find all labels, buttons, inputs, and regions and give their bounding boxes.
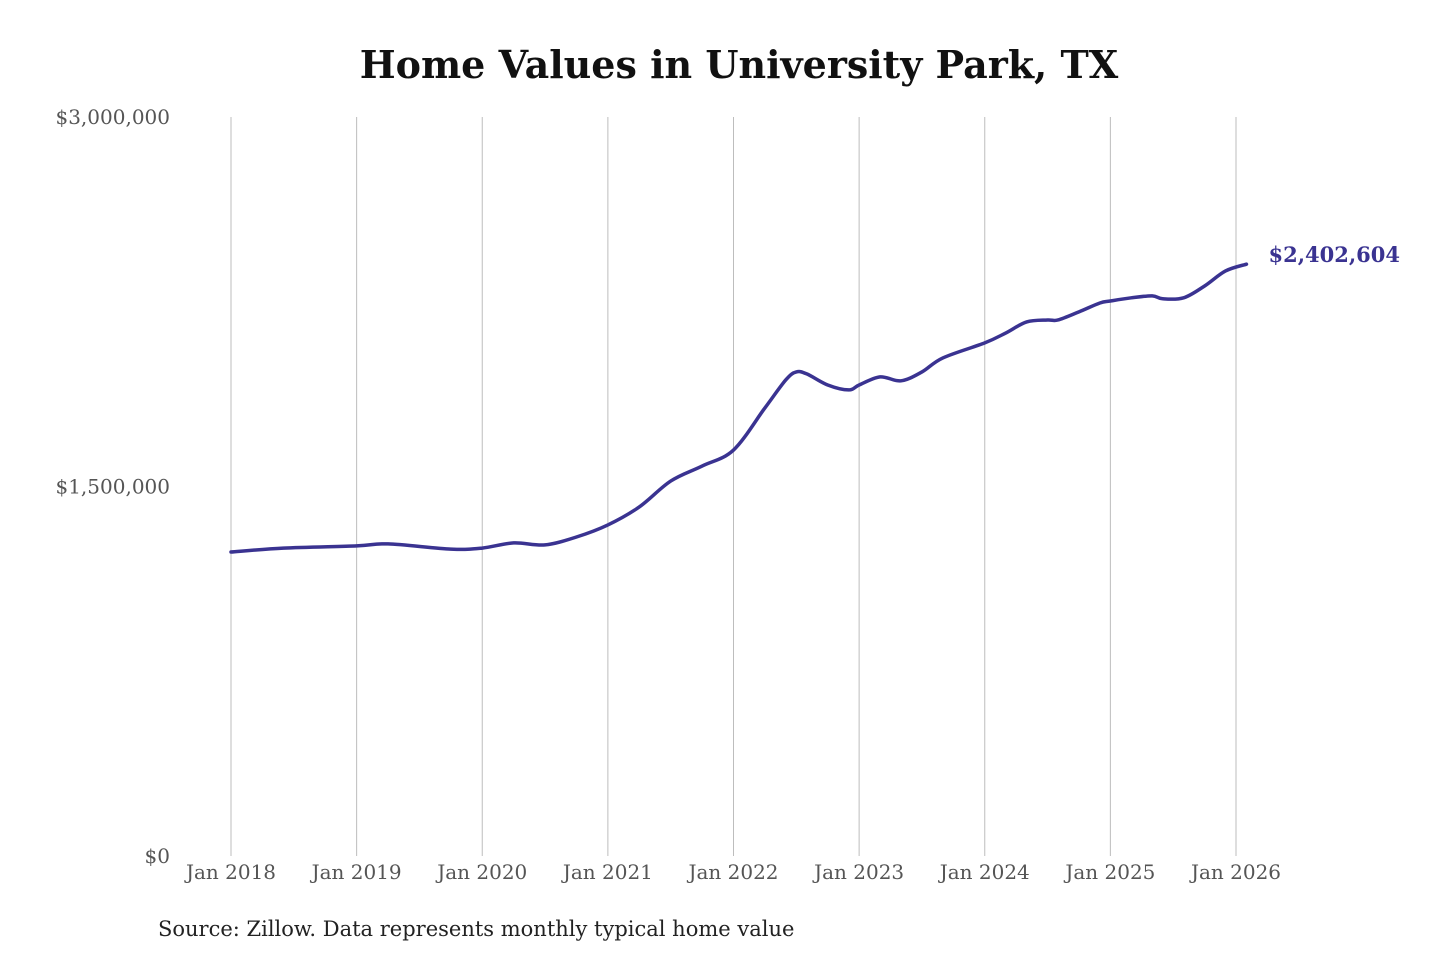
series-line [229, 262, 1249, 554]
source-note: Source: Zillow. Data represents monthly … [158, 917, 795, 941]
x-tick-label: Jan 2026 [1189, 860, 1281, 884]
y-tick-label: $1,500,000 [55, 475, 170, 499]
chart-title: Home Values in University Park, TX [359, 42, 1119, 87]
x-tick-label: Jan 2020 [435, 860, 527, 884]
x-tick-label: Jan 2024 [938, 860, 1030, 884]
x-tick-label: Jan 2021 [561, 860, 653, 884]
x-tick-label: Jan 2019 [310, 860, 402, 884]
x-tick-label: Jan 2023 [812, 860, 904, 884]
x-tick-label: Jan 2018 [184, 860, 276, 884]
end-value-label: $2,402,604 [1268, 242, 1400, 267]
x-tick-label: Jan 2022 [686, 860, 778, 884]
y-tick-label: $0 [145, 844, 170, 868]
x-tick-label: Jan 2025 [1063, 860, 1155, 884]
y-tick-label: $3,000,000 [55, 105, 170, 129]
